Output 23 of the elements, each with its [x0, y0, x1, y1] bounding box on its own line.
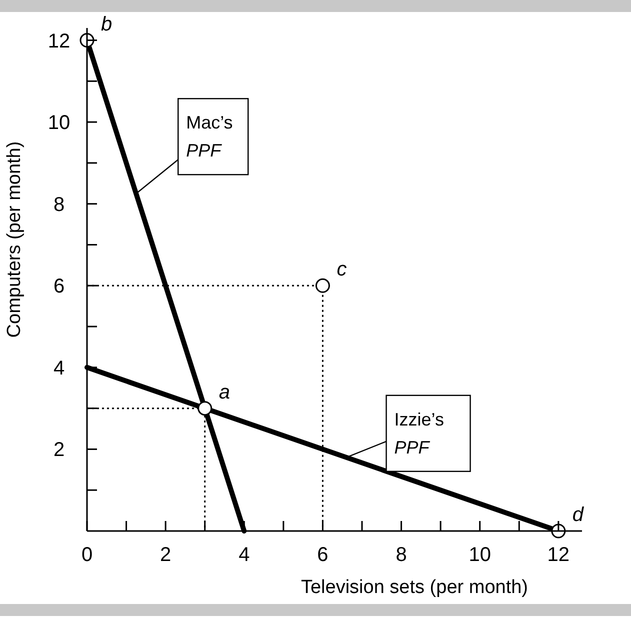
x-tick-label: 2 [160, 544, 172, 566]
x-axis-title: Television sets (per month) [300, 577, 528, 598]
point [315, 278, 330, 293]
x-tick-label: 6 [317, 544, 328, 566]
x-tick-label: 12 [547, 544, 570, 566]
y-tick-label: 12 [48, 30, 70, 52]
data-label: d [572, 504, 584, 526]
data-label: a [218, 381, 230, 404]
x-tick-label: 0 [81, 544, 93, 566]
y-tick-label: 10 [48, 112, 70, 134]
x-tick-label: 4 [238, 544, 250, 566]
x-tick-label: 10 [468, 544, 491, 566]
y-tick-label: 6 [53, 276, 65, 298]
data-label: b [101, 13, 112, 36]
x-tick-label: 8 [396, 544, 407, 566]
y-tick-label: 4 [53, 357, 65, 380]
point [198, 401, 212, 416]
annotation: Mac’s PPF [186, 112, 233, 161]
y-axis-title: Computers (per month) [4, 141, 25, 338]
y-tick-label: 8 [53, 194, 65, 216]
data-label: c [336, 258, 347, 281]
y-tick-label: 2 [53, 439, 65, 462]
annotation: Izzie’s PPF [394, 409, 444, 458]
